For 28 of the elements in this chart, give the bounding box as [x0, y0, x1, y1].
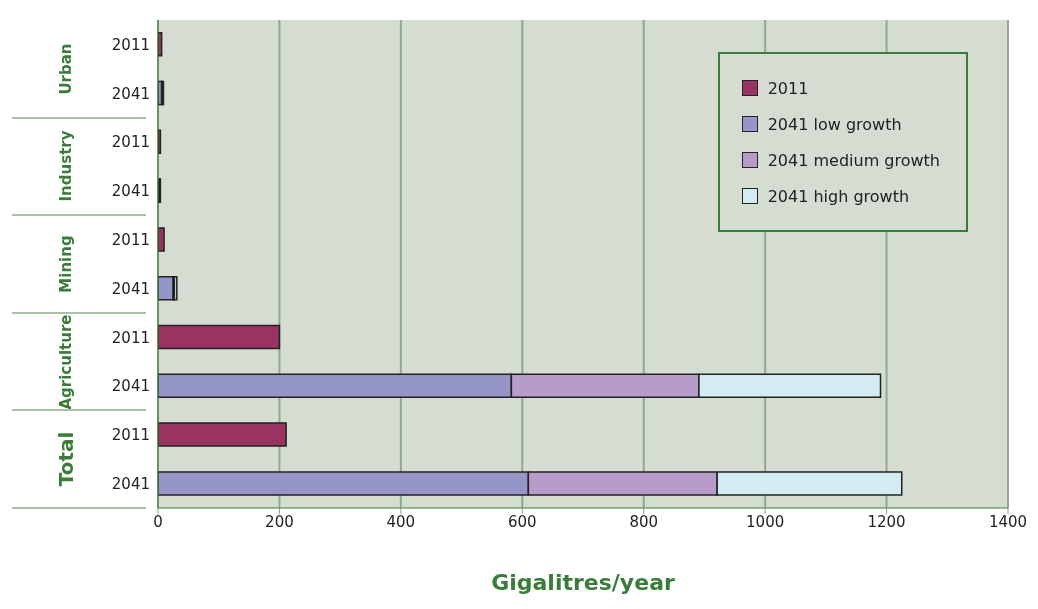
text: Total: [54, 431, 78, 487]
text: Agriculture: [57, 314, 75, 410]
x-axis-title: Gigalitres/year: [491, 570, 675, 595]
x-tick-label: 400: [386, 512, 416, 531]
legend-label: 2041 low growth: [766, 113, 903, 136]
legend-label: 2041 high growth: [766, 185, 911, 208]
x-tick-label: 1200: [867, 512, 906, 531]
y-tick-label: 2011: [111, 328, 150, 347]
y-tick-label: 2011: [111, 230, 150, 249]
text: Urban: [57, 43, 75, 95]
text: Mining: [57, 235, 75, 293]
y-tick-label: 2011: [111, 133, 150, 152]
text: Industry: [57, 130, 75, 202]
y-tick-label: 2011: [111, 426, 150, 445]
x-tick-label: 1000: [746, 512, 785, 531]
legend-label: 2011: [766, 77, 810, 100]
y-tick-label: 2041: [111, 474, 150, 493]
x-tick-label: 200: [265, 512, 294, 531]
y-tick-label: 2041: [111, 182, 150, 201]
x-tick-label: 800: [629, 512, 659, 531]
y-tick-label: 2041: [111, 377, 150, 396]
y-tick-label: 2041: [111, 84, 150, 103]
legend-label: 2041 medium growth: [766, 149, 940, 172]
x-tick-label: 600: [507, 512, 537, 531]
x-tick-label: 0: [153, 512, 163, 531]
y-tick-label: 2011: [111, 35, 150, 54]
y-tick-label: 2041: [111, 279, 150, 298]
x-tick-label: 1400: [988, 512, 1028, 531]
